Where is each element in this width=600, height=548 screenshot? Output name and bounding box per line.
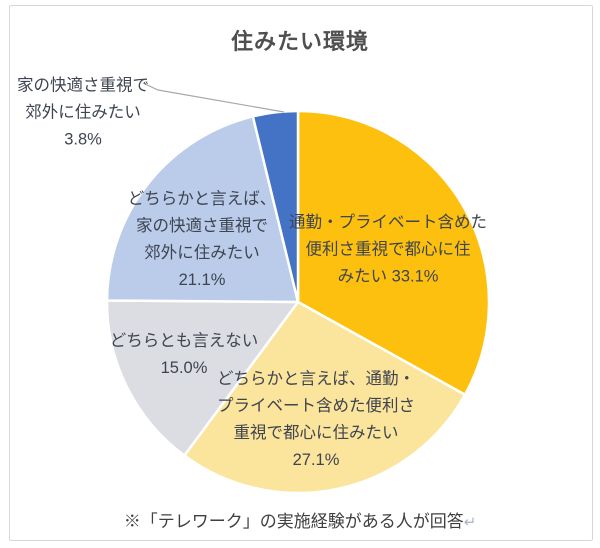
pie-slice-4 [105, 115, 300, 304]
chart-title: 住みたい環境 [230, 29, 369, 54]
pie-slice-5 [251, 109, 300, 304]
return-mark-icon: ↵ [463, 514, 477, 531]
pie-slice-3 [105, 299, 300, 457]
leader-line [142, 82, 285, 113]
chart-footnote: ※「テレワーク」の実施経験がある人が回答↵ [0, 507, 600, 532]
chart-border [9, 5, 593, 541]
pie-slice-1 [296, 109, 491, 396]
footnote-text: ※「テレワーク」の実施経験がある人が回答 [123, 512, 464, 531]
pie-slice-2 [183, 300, 467, 495]
